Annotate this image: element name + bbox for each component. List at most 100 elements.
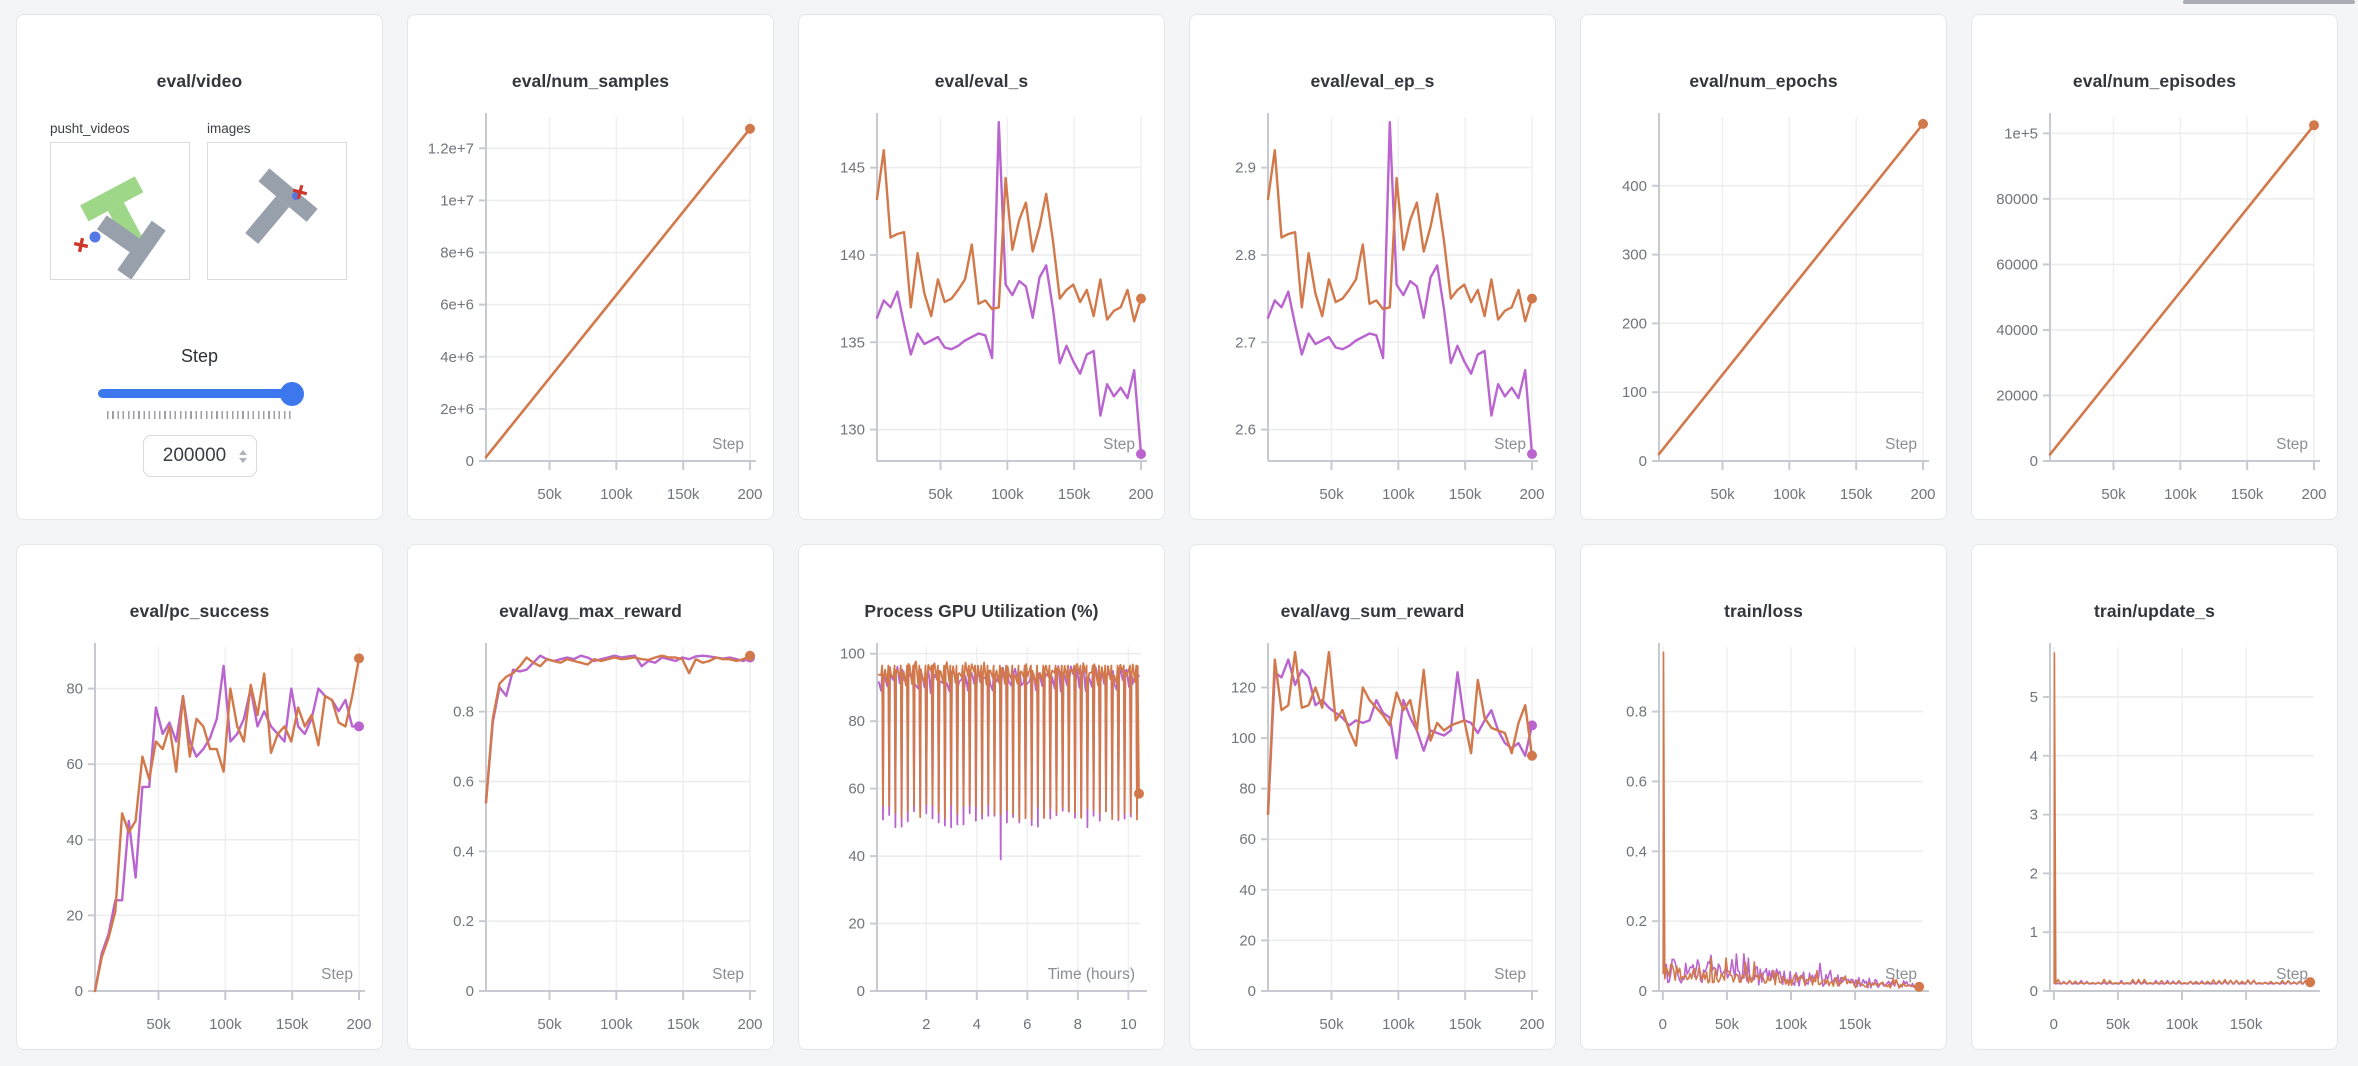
media-row: pusht_videos bbox=[17, 105, 382, 280]
y-tick-label: 300 bbox=[1622, 247, 1647, 264]
series-endpoint-dot-orange bbox=[1136, 293, 1146, 304]
series-line-purple bbox=[484, 654, 752, 804]
y-tick-label: 100 bbox=[840, 646, 865, 663]
chart-panel: Process GPU Utilization (%) 2 4 6 8 10 0 20 40 6… bbox=[798, 544, 1165, 1050]
line-chart[interactable]: 50k 100k 150k 200 0 100 200 300 400 Step bbox=[1581, 105, 1945, 520]
x-tick-label: 0 bbox=[1659, 1016, 1667, 1033]
step-value[interactable]: 200000 bbox=[162, 445, 227, 466]
y-tick-label: 60 bbox=[848, 781, 865, 798]
y-tick-label: 20000 bbox=[1996, 387, 2038, 404]
line-chart[interactable]: 50k 100k 150k 200 0 0.2 0.4 0.6 0.8 Step bbox=[408, 635, 772, 1050]
x-tick-label: 8 bbox=[1074, 1016, 1082, 1033]
series-endpoint-dot-purple bbox=[1527, 449, 1537, 460]
series-endpoint-dot-orange bbox=[2309, 120, 2319, 131]
x-tick-label: 6 bbox=[1023, 1016, 1031, 1033]
chart-title: eval/num_samples bbox=[511, 71, 670, 91]
y-tick-label: 0 bbox=[2030, 453, 2038, 470]
media-item-pusht-videos[interactable]: pusht_videos bbox=[50, 121, 190, 280]
line-chart[interactable]: 50k 100k 150k 200 0 20 40 60 80 100 120 Step bbox=[1190, 635, 1554, 1050]
slider-track[interactable] bbox=[97, 389, 302, 398]
line-chart[interactable]: 50k 100k 150k 200 0 20 40 60 80 Step bbox=[17, 635, 381, 1050]
x-tick-label: 50k bbox=[1715, 1016, 1740, 1033]
series-line-orange bbox=[1657, 122, 1925, 456]
series-line-orange bbox=[1662, 651, 1921, 989]
x-tick-label: 200 bbox=[2301, 486, 2326, 503]
chart-panel: eval/eval_s 50k 100k 150k 200 130 135 140 145 St… bbox=[798, 14, 1165, 520]
y-tick-label: 0 bbox=[1248, 983, 1256, 1000]
line-chart[interactable]: 0 50k 100k 150k 0 0.2 0.4 0.6 0.8 Step bbox=[1581, 635, 1945, 1050]
series-endpoint-dot-purple bbox=[354, 721, 364, 732]
y-tick-label: 2.6 bbox=[1235, 422, 1256, 439]
x-tick-label: 100k bbox=[1382, 486, 1415, 503]
chart-title: eval/eval_ep_s bbox=[1310, 71, 1435, 91]
y-tick-label: 3 bbox=[2030, 807, 2038, 824]
x-tick-label: 50k bbox=[1710, 486, 1735, 503]
increment-arrow-icon[interactable] bbox=[238, 449, 247, 455]
line-chart[interactable]: 50k 100k 150k 200 2.6 2.7 2.8 2.9 Step bbox=[1190, 105, 1554, 520]
x-tick-label: 100k bbox=[600, 1016, 633, 1033]
y-tick-label: 0.6 bbox=[1626, 773, 1647, 790]
stepper-arrows[interactable] bbox=[238, 436, 247, 476]
y-tick-label: 2e+6 bbox=[440, 401, 474, 418]
y-tick-label: 0 bbox=[466, 453, 474, 470]
decrement-arrow-icon[interactable] bbox=[238, 457, 247, 463]
chart-panel: eval/avg_sum_reward 50k 100k 150k 200 0 20 40 6… bbox=[1189, 544, 1556, 1050]
series-endpoint-dot-purple bbox=[1136, 449, 1146, 460]
x-tick-label: 200 bbox=[1519, 486, 1544, 503]
x-tick-label: 200 bbox=[737, 1016, 762, 1033]
x-tick-label: 200 bbox=[1519, 1016, 1544, 1033]
x-tick-label: 200 bbox=[737, 486, 762, 503]
x-tick-label: 100k bbox=[1773, 486, 1806, 503]
x-tick-label: 50k bbox=[537, 1016, 562, 1033]
x-tick-label: 50k bbox=[1319, 1016, 1344, 1033]
y-tick-label: 0.2 bbox=[453, 913, 474, 930]
series-endpoint-dot-orange bbox=[1527, 293, 1537, 304]
y-tick-label: 0.8 bbox=[453, 704, 474, 721]
x-tick-label: 50k bbox=[2101, 486, 2126, 503]
x-tick-label: 200 bbox=[1128, 486, 1153, 503]
pusht-video-thumbnail[interactable] bbox=[50, 142, 190, 280]
y-tick-label: 2.7 bbox=[1235, 334, 1256, 351]
x-tick-label: 50k bbox=[2106, 1016, 2131, 1033]
chart-panel: eval/num_epochs 50k 100k 150k 200 0 100 200 300… bbox=[1580, 14, 1947, 520]
line-chart[interactable]: 50k 100k 150k 200 0 2e+6 4e+6 6e+6 8e+6 1e+7 1.2e+… bbox=[408, 105, 772, 520]
gray-tblock-icon bbox=[245, 168, 318, 244]
chart-panel: train/update_s 0 50k 100k 150k 0 1 2 3 4 5 Step bbox=[1971, 544, 2338, 1050]
series-endpoint-dot-orange bbox=[1918, 118, 1928, 129]
media-label: images bbox=[207, 121, 251, 136]
chart-panel: eval/avg_max_reward 50k 100k 150k 200 0 0.2 0.… bbox=[407, 544, 774, 1050]
y-tick-label: 20 bbox=[848, 916, 865, 933]
y-tick-label: 130 bbox=[840, 422, 865, 439]
line-chart[interactable]: 50k 100k 150k 200 0 20000 40000 60000 80000 1e+5 S… bbox=[1972, 105, 2336, 520]
series-endpoint-dot-purple bbox=[1527, 720, 1537, 731]
x-tick-label: 100k bbox=[600, 486, 633, 503]
images-thumbnail[interactable] bbox=[207, 142, 347, 280]
x-axis-label: Step bbox=[2276, 436, 2308, 453]
x-tick-label: 150k bbox=[2230, 1016, 2263, 1033]
y-tick-label: 40 bbox=[1239, 882, 1256, 899]
step-number-input[interactable]: 200000 bbox=[142, 435, 257, 477]
y-tick-label: 1e+7 bbox=[440, 192, 474, 209]
y-tick-label: 0.2 bbox=[1626, 913, 1647, 930]
media-item-images[interactable]: images bbox=[207, 121, 347, 280]
slider-tick-marks bbox=[106, 411, 293, 419]
series-endpoint-dot-orange bbox=[1527, 750, 1537, 761]
x-tick-label: 100k bbox=[209, 1016, 242, 1033]
series-line-orange bbox=[2048, 123, 2316, 456]
slider-thumb[interactable] bbox=[279, 382, 304, 406]
series-line-orange bbox=[875, 149, 1143, 323]
series-line-purple bbox=[875, 121, 1143, 456]
y-tick-label: 200 bbox=[1622, 315, 1647, 332]
x-tick-label: 50k bbox=[146, 1016, 171, 1033]
step-slider[interactable] bbox=[97, 381, 304, 407]
target-cross-icon bbox=[73, 237, 89, 253]
y-tick-label: 20 bbox=[66, 907, 83, 924]
series-line-orange bbox=[2053, 652, 2312, 985]
line-chart[interactable]: 50k 100k 150k 200 130 135 140 145 Step bbox=[799, 105, 1163, 520]
x-tick-label: 200 bbox=[1910, 486, 1935, 503]
chart-panel: eval/eval_ep_s 50k 100k 150k 200 2.6 2.7 2.8 2.… bbox=[1189, 14, 1556, 520]
horizontal-scrollbar[interactable] bbox=[2183, 0, 2355, 4]
x-tick-label: 150k bbox=[1449, 486, 1482, 503]
line-chart[interactable]: 0 50k 100k 150k 0 1 2 3 4 5 Step bbox=[1972, 635, 2336, 1050]
